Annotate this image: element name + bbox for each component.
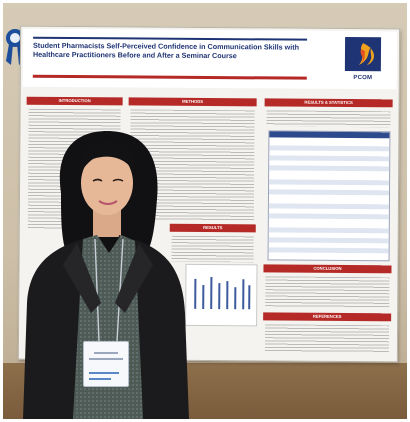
pcom-logo [344, 36, 382, 72]
badge-line [89, 378, 111, 380]
badge-line [94, 352, 118, 354]
presenter-person [23, 131, 189, 419]
badge-line [89, 358, 123, 360]
name-badge [83, 341, 129, 387]
photo: Student Pharmacists Self-Perceived Confi… [3, 3, 407, 419]
badge-line [89, 372, 119, 374]
research-poster: Student Pharmacists Self-Perceived Confi… [17, 25, 401, 363]
